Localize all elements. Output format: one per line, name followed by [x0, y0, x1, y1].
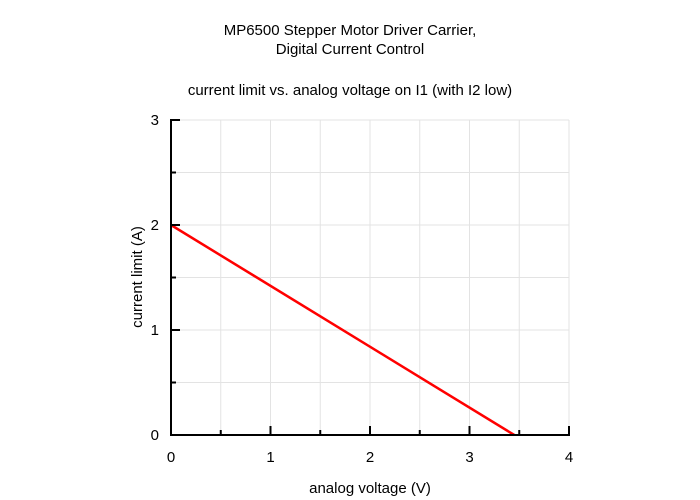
chart-title-line-1: MP6500 Stepper Motor Driver Carrier,: [223, 22, 477, 39]
series-line: [170, 223, 515, 437]
x-tick-label: 1: [266, 449, 274, 466]
x-axis-label: analog voltage (V): [309, 480, 431, 497]
y-tick-label: 0: [151, 427, 159, 444]
y-tick-label: 2: [151, 217, 159, 234]
x-tick-label: 2: [366, 449, 374, 466]
chart-subtitle: current limit vs. analog voltage on I1 (…: [187, 82, 513, 99]
y-tick-label: 3: [151, 112, 159, 129]
x-tick-label: 4: [565, 449, 573, 466]
x-tick-label: 3: [465, 449, 473, 466]
x-tick-label: 0: [167, 449, 175, 466]
y-tick-label: 1: [151, 322, 159, 339]
y-axis-label: current limit (A): [129, 226, 146, 328]
chart-title-line-2: Digital Current Control: [275, 41, 425, 58]
